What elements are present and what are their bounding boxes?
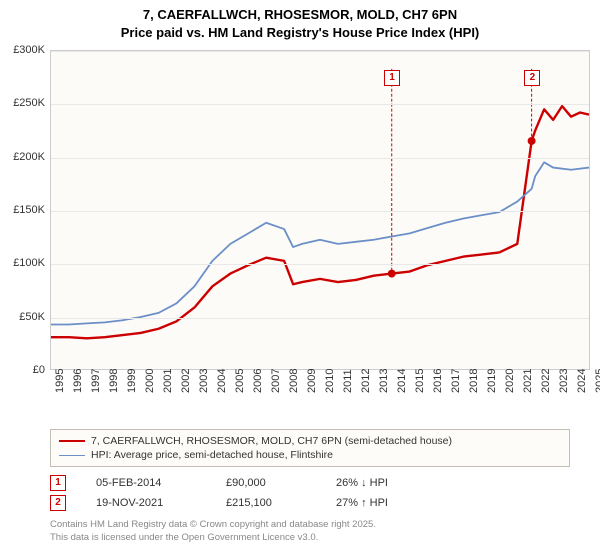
x-axis-label: 1998: [108, 369, 120, 393]
x-axis-label: 1995: [54, 369, 66, 393]
x-axis-label: 2006: [252, 369, 264, 393]
x-axis-label: 2012: [360, 369, 372, 393]
legend: 7, CAERFALLWCH, RHOSESMOR, MOLD, CH7 6PN…: [50, 429, 570, 467]
legend-swatch: [59, 455, 85, 456]
title-line-2: Price paid vs. HM Land Registry's House …: [0, 24, 600, 42]
sales-price: £215,100: [226, 497, 306, 509]
plot-area: [50, 50, 590, 370]
x-axis-label: 2023: [558, 369, 570, 393]
y-axis-label: £100K: [0, 257, 45, 269]
x-axis-label: 2011: [342, 369, 354, 393]
x-axis-label: 2013: [378, 369, 390, 393]
x-axis-label: 2022: [540, 369, 552, 393]
x-axis-label: 2016: [432, 369, 444, 393]
marker-dot: [388, 270, 396, 278]
sales-diff: 27% ↑ HPI: [336, 497, 436, 509]
legend-label: HPI: Average price, semi-detached house,…: [91, 449, 333, 461]
sales-date: 19-NOV-2021: [96, 497, 196, 509]
x-axis-label: 2021: [522, 369, 534, 393]
x-axis-label: 2005: [234, 369, 246, 393]
x-axis-label: 2019: [486, 369, 498, 393]
chart-title: 7, CAERFALLWCH, RHOSESMOR, MOLD, CH7 6PN…: [0, 0, 600, 45]
x-axis-label: 2010: [324, 369, 336, 393]
y-axis-label: £250K: [0, 97, 45, 109]
x-axis-label: 1997: [90, 369, 102, 393]
x-axis-label: 2001: [162, 369, 174, 393]
x-axis-label: 2003: [198, 369, 210, 393]
footer-line-1: Contains HM Land Registry data © Crown c…: [50, 519, 570, 532]
x-axis-label: 2008: [288, 369, 300, 393]
y-axis-label: £200K: [0, 151, 45, 163]
x-axis-label: 2014: [396, 369, 408, 393]
title-line-1: 7, CAERFALLWCH, RHOSESMOR, MOLD, CH7 6PN: [0, 6, 600, 24]
gridline-h: [51, 51, 589, 52]
sales-num-box: 2: [50, 495, 66, 511]
callout-box: 1: [384, 70, 400, 86]
x-axis-label: 2015: [414, 369, 426, 393]
x-axis-label: 2020: [504, 369, 516, 393]
gridline-h: [51, 158, 589, 159]
sales-price: £90,000: [226, 477, 306, 489]
x-axis-label: 2007: [270, 369, 282, 393]
gridline-h: [51, 318, 589, 319]
x-axis-label: 2017: [450, 369, 462, 393]
x-axis-label: 1999: [126, 369, 138, 393]
sales-num-box: 1: [50, 475, 66, 491]
x-axis-label: 2004: [216, 369, 228, 393]
y-axis-label: £300K: [0, 44, 45, 56]
series-line-price_paid: [51, 106, 589, 338]
x-axis-label: 2002: [180, 369, 192, 393]
y-axis-label: £50K: [0, 311, 45, 323]
sales-row: 2 19-NOV-2021 £215,100 27% ↑ HPI: [50, 493, 570, 513]
legend-item: 7, CAERFALLWCH, RHOSESMOR, MOLD, CH7 6PN…: [59, 434, 561, 448]
legend-item: HPI: Average price, semi-detached house,…: [59, 448, 561, 462]
sales-table: 1 05-FEB-2014 £90,000 26% ↓ HPI 2 19-NOV-2021…: [50, 473, 570, 513]
x-axis-label: 2018: [468, 369, 480, 393]
chart-area: £0 £50K £100K £150K £200K £250K £300K 1995 1996 1…: [0, 45, 600, 425]
x-axis-label: 1996: [72, 369, 84, 393]
x-axis-label: 2024: [576, 369, 588, 393]
sales-date: 05-FEB-2014: [96, 477, 196, 489]
y-axis-label: £150K: [0, 204, 45, 216]
sales-diff: 26% ↓ HPI: [336, 477, 436, 489]
x-axis-label: 2009: [306, 369, 318, 393]
series-line-hpi: [51, 162, 589, 324]
gridline-h: [51, 211, 589, 212]
legend-label: 7, CAERFALLWCH, RHOSESMOR, MOLD, CH7 6PN…: [91, 435, 452, 447]
x-axis-label: 2025: [594, 369, 600, 393]
callout-box: 2: [524, 70, 540, 86]
marker-dot: [528, 137, 536, 145]
x-axis-label: 2000: [144, 369, 156, 393]
chart-svg: [51, 51, 589, 369]
legend-swatch: [59, 440, 85, 442]
gridline-h: [51, 264, 589, 265]
footer-line-2: This data is licensed under the Open Gov…: [50, 532, 570, 545]
y-axis-label: £0: [0, 364, 45, 376]
footer-attribution: Contains HM Land Registry data © Crown c…: [50, 519, 570, 545]
sales-row: 1 05-FEB-2014 £90,000 26% ↓ HPI: [50, 473, 570, 493]
gridline-h: [51, 104, 589, 105]
